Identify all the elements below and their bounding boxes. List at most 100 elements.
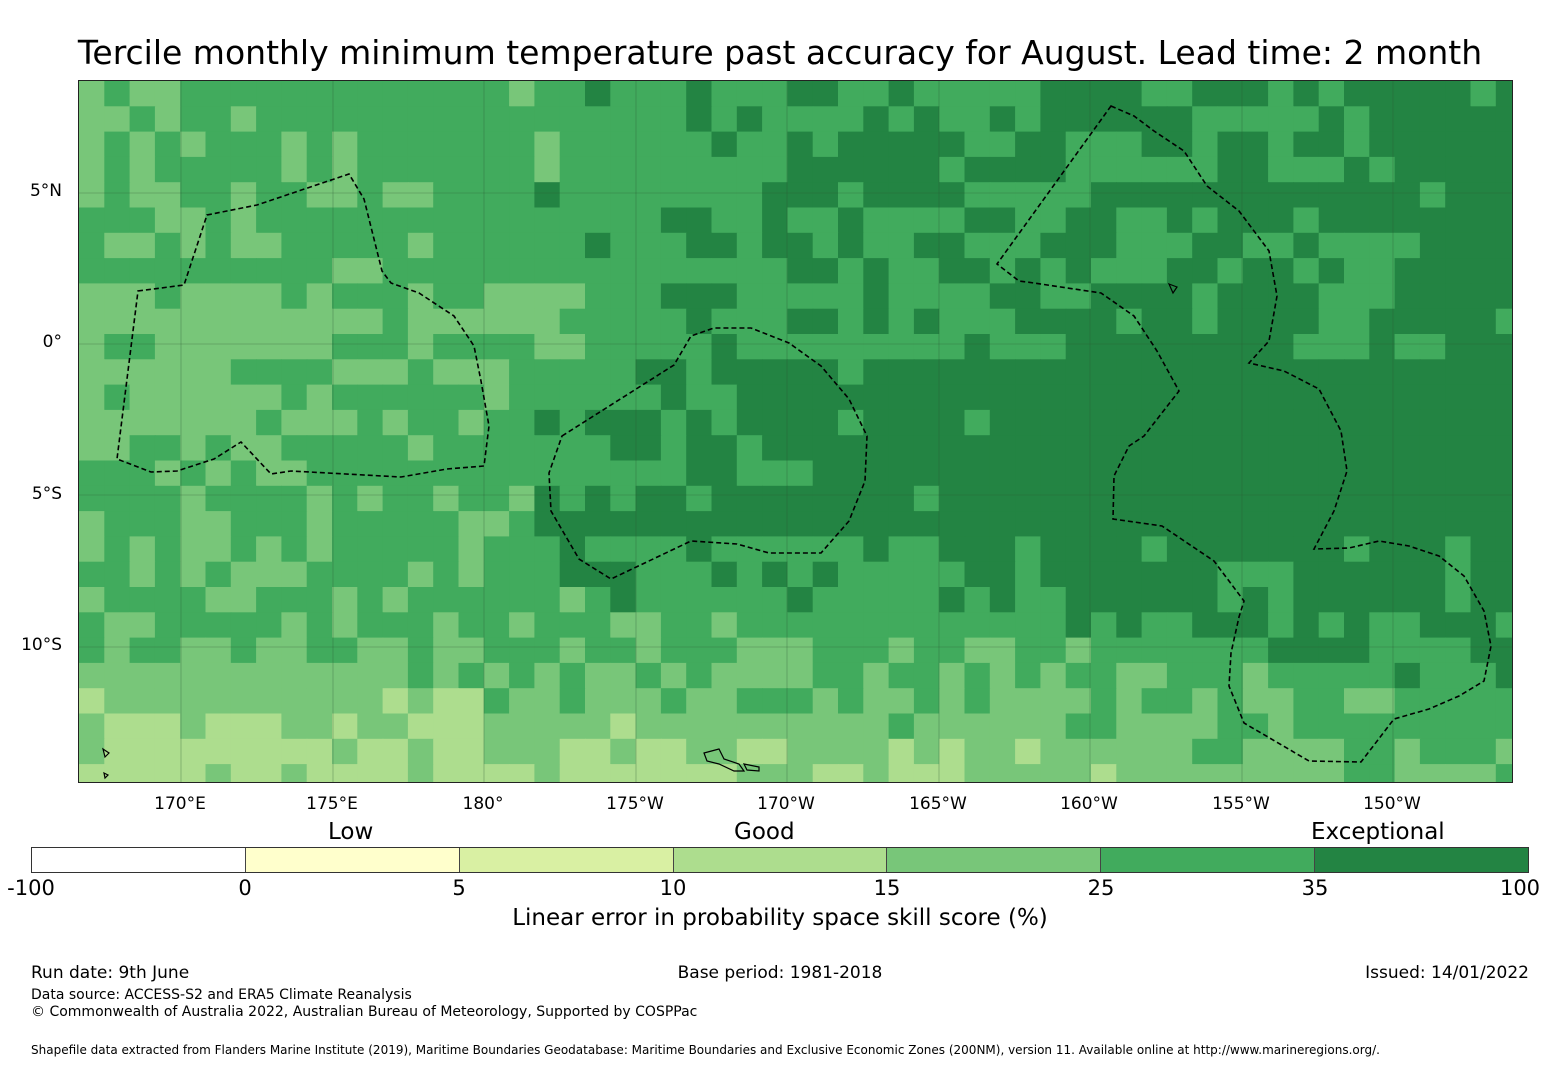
skill-cell xyxy=(585,106,611,133)
skill-cell xyxy=(762,435,788,462)
skill-cell xyxy=(104,536,131,563)
skill-cell xyxy=(79,409,105,436)
skill-cell xyxy=(838,81,864,107)
legend-category-good: Good xyxy=(734,819,795,845)
skill-cell xyxy=(1091,156,1117,183)
skill-cell xyxy=(281,662,308,689)
skill-cell xyxy=(1369,612,1396,639)
skill-cell xyxy=(762,688,788,715)
skill-cell xyxy=(939,334,966,360)
skill-cell xyxy=(610,283,637,310)
skill-cell xyxy=(585,662,611,689)
skill-cell xyxy=(635,384,662,411)
skill-cell xyxy=(989,460,1016,487)
colorbar-tick: 0 xyxy=(238,876,252,900)
skill-cell xyxy=(1116,485,1143,512)
skill-cell xyxy=(939,485,966,512)
skill-cell xyxy=(1040,258,1067,284)
skill-cell xyxy=(812,232,839,259)
skill-cell xyxy=(433,207,460,234)
skill-cell xyxy=(180,359,207,386)
skill-cell xyxy=(812,460,839,487)
skill-cell xyxy=(686,409,713,436)
skill-cell xyxy=(1293,359,1320,386)
skill-cell xyxy=(762,587,788,613)
skill-cell xyxy=(205,283,232,310)
skill-cell xyxy=(939,283,966,310)
skill-cell xyxy=(1470,207,1497,234)
skill-cell xyxy=(559,637,586,664)
skill-cell xyxy=(585,232,611,259)
skill-cell xyxy=(1192,283,1219,310)
shapefile-credit: Shapefile data extracted from Flanders M… xyxy=(31,1043,1380,1057)
skill-cell xyxy=(585,258,611,284)
skill-cell xyxy=(180,81,207,107)
skill-cell xyxy=(407,334,434,360)
skill-cell xyxy=(1015,207,1041,234)
skill-cell xyxy=(1495,662,1512,689)
skill-cell xyxy=(787,485,814,512)
skill-cell xyxy=(180,764,207,782)
skill-cell xyxy=(939,207,966,234)
skill-cell xyxy=(1445,156,1472,183)
skill-cell xyxy=(281,460,308,487)
skill-cell xyxy=(686,587,713,613)
skill-cell xyxy=(1091,460,1117,487)
skill-cell xyxy=(585,460,611,487)
skill-cell xyxy=(838,637,864,664)
map-title: Tercile monthly minimum temperature past… xyxy=(77,33,1483,72)
skill-cell xyxy=(686,384,713,411)
skill-cell xyxy=(281,764,308,782)
skill-cell xyxy=(736,587,763,613)
skill-cell xyxy=(1242,258,1269,284)
skill-cell xyxy=(863,662,890,689)
skill-cell xyxy=(79,764,105,782)
skill-cell xyxy=(1141,587,1168,613)
skill-cell xyxy=(863,283,890,310)
skill-cell xyxy=(660,587,687,613)
skill-cell xyxy=(256,485,282,512)
skill-cell xyxy=(332,409,358,436)
skill-cell xyxy=(635,485,662,512)
skill-cell xyxy=(939,232,966,259)
skill-cell xyxy=(1268,485,1294,512)
skill-cell xyxy=(1217,662,1244,689)
skill-cell xyxy=(1268,561,1294,588)
skill-cell xyxy=(736,662,763,689)
skill-cell xyxy=(762,561,788,588)
skill-cell xyxy=(407,283,434,310)
skill-cell xyxy=(509,308,535,335)
skill-cell xyxy=(863,359,890,386)
skill-cell xyxy=(610,106,637,133)
lat-label-0: 0° xyxy=(42,332,62,352)
skill-cell xyxy=(433,308,460,335)
skill-cell xyxy=(79,182,105,209)
skill-cell xyxy=(964,536,991,563)
skill-cell xyxy=(1369,688,1396,715)
skill-cell xyxy=(1318,359,1345,386)
skill-cell xyxy=(357,662,384,689)
skill-cell xyxy=(281,688,308,715)
skill-cell xyxy=(939,308,966,335)
skill-cell xyxy=(154,81,181,107)
skill-cell xyxy=(433,232,460,259)
skill-cell xyxy=(686,662,713,689)
skill-cell xyxy=(610,435,637,462)
skill-cell xyxy=(1166,662,1193,689)
skill-cell xyxy=(1318,738,1345,765)
skill-cell xyxy=(888,764,915,782)
skill-cell xyxy=(1318,156,1345,183)
skill-cell xyxy=(812,182,839,209)
skill-cell xyxy=(762,283,788,310)
skill-cell xyxy=(1495,637,1512,664)
skill-cell xyxy=(534,764,561,782)
skill-cell xyxy=(281,81,308,107)
skill-cell xyxy=(939,688,966,715)
skill-cell xyxy=(433,612,460,639)
skill-cell xyxy=(1268,334,1294,360)
skill-cell xyxy=(1318,662,1345,689)
skill-cell xyxy=(989,713,1016,740)
skill-cell xyxy=(180,106,207,133)
skill-cell xyxy=(1091,536,1117,563)
skill-cell xyxy=(1293,409,1320,436)
